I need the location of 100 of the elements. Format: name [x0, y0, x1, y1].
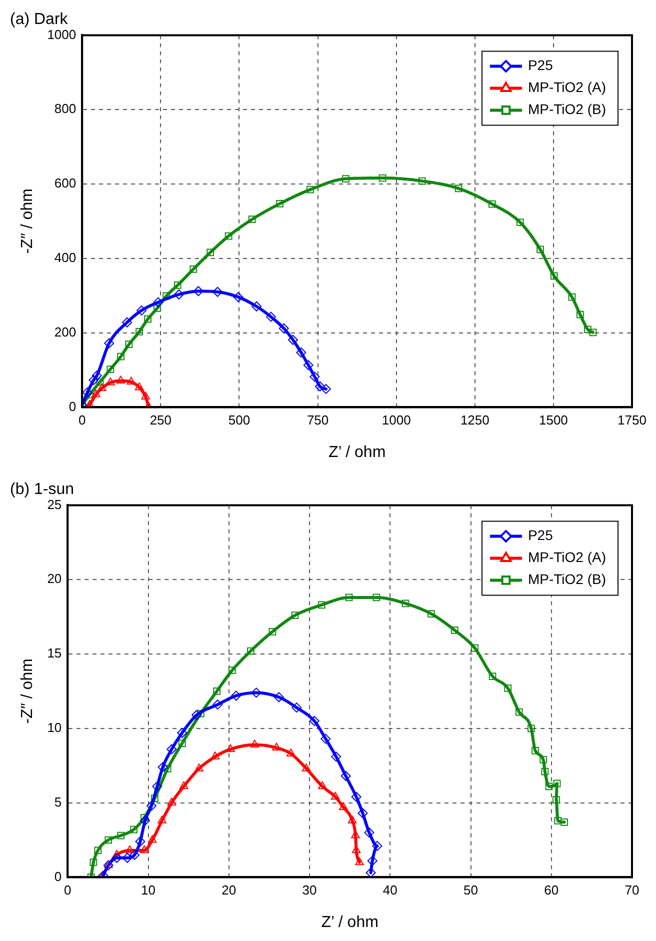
x-tick-label: 60: [544, 882, 559, 898]
legend-label: P25: [528, 527, 554, 544]
point: [248, 216, 256, 224]
point: [122, 317, 132, 328]
point: [135, 836, 146, 846]
x-tick-label: 1750: [618, 412, 646, 428]
point: [291, 612, 299, 619]
point: [94, 846, 102, 854]
point: [213, 688, 220, 695]
point: [136, 328, 143, 336]
point: [348, 816, 357, 824]
point: [125, 845, 134, 854]
point: [560, 818, 568, 826]
y-tick-label: 0: [68, 398, 76, 414]
point: [212, 286, 223, 297]
x-axis-title: Z’ / ohm: [321, 914, 378, 931]
point: [226, 744, 235, 752]
point: [112, 852, 122, 863]
point: [104, 338, 114, 348]
point: [552, 796, 560, 804]
point: [88, 375, 99, 386]
point: [554, 816, 562, 824]
point: [342, 175, 350, 182]
point: [309, 716, 320, 726]
point: [378, 174, 386, 182]
point: [144, 315, 152, 323]
point: [164, 764, 172, 772]
y-axis-title: -Z″ / ohm: [19, 188, 36, 254]
y-tick-label: 15: [47, 646, 62, 661]
point: [224, 232, 232, 240]
point: [450, 626, 458, 634]
legend-label: MP-TiO2 (B): [528, 101, 606, 118]
point: [166, 744, 177, 754]
point: [148, 835, 157, 843]
point: [130, 826, 138, 834]
point: [106, 378, 115, 386]
point: [104, 836, 112, 844]
legend-label: P25: [528, 57, 554, 74]
point: [153, 297, 164, 308]
point: [345, 594, 353, 602]
point: [553, 780, 561, 788]
y-tick-label: 400: [54, 250, 76, 265]
point: [140, 816, 150, 826]
x-tick-label: 20: [222, 882, 236, 898]
point: [177, 728, 188, 738]
point: [488, 672, 496, 680]
y-tick-label: 600: [54, 176, 76, 191]
point: [314, 381, 325, 392]
point: [82, 387, 92, 398]
point: [140, 845, 149, 854]
point: [174, 282, 182, 289]
point: [320, 384, 331, 394]
point: [372, 594, 380, 602]
point: [278, 323, 289, 334]
y-tick-label: 1000: [47, 26, 76, 42]
y-tick-label: 200: [54, 324, 76, 340]
point: [251, 688, 262, 698]
point: [122, 852, 132, 863]
y-tick-label: 25: [47, 496, 62, 512]
point: [272, 742, 281, 750]
point: [286, 748, 296, 756]
point: [117, 832, 125, 840]
point: [158, 816, 166, 824]
point: [134, 382, 144, 390]
x-tick-label: 70: [624, 882, 640, 898]
point: [167, 798, 176, 806]
x-axis-title: Z’ / ohm: [328, 444, 386, 461]
point: [516, 218, 524, 226]
x-tick-label: 250: [150, 412, 172, 428]
point: [231, 690, 242, 701]
point: [228, 666, 236, 674]
point: [190, 266, 198, 273]
y-tick-label: 800: [54, 101, 76, 116]
point: [246, 647, 254, 655]
legend-label: MP-TiO2 (B): [528, 571, 606, 588]
point: [364, 828, 374, 838]
point: [179, 781, 188, 790]
legend-label: MP-TiO2 (A): [528, 549, 606, 566]
point: [92, 390, 100, 398]
point: [125, 340, 133, 348]
y-tick-label: 0: [54, 868, 62, 884]
point: [266, 312, 276, 322]
point: [331, 752, 342, 762]
point: [488, 200, 496, 208]
point: [141, 392, 150, 400]
point: [206, 248, 214, 256]
y-tick-label: 20: [47, 571, 62, 586]
point: [116, 376, 126, 384]
point: [274, 692, 284, 702]
point: [351, 830, 360, 838]
point: [193, 286, 204, 296]
point: [174, 289, 184, 300]
point: [568, 293, 576, 301]
point: [330, 792, 340, 800]
point: [310, 372, 320, 382]
point: [276, 200, 284, 208]
point: [366, 868, 376, 878]
point: [318, 601, 326, 609]
point: [146, 800, 157, 811]
point: [296, 348, 306, 358]
